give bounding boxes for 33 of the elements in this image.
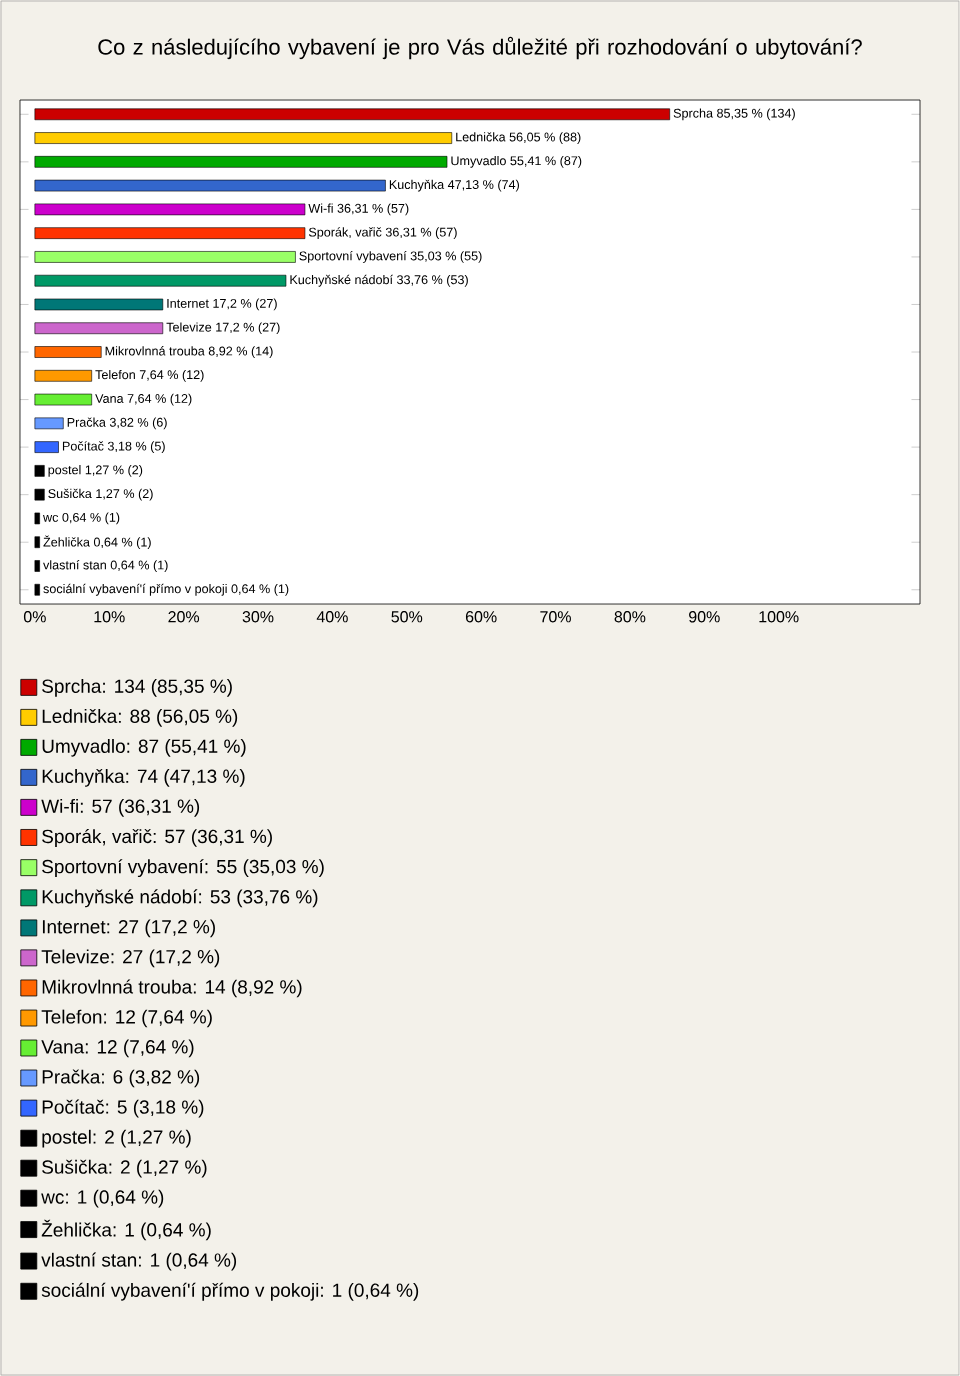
legend-label: Sprcha: 134 (85,35 %): [42, 678, 232, 697]
x-tick-label: 50%: [391, 611, 423, 623]
x-tick-label: 40%: [316, 611, 348, 623]
legend-label: Umyvadlo: 87 (55,41 %): [42, 738, 246, 757]
legend-label: Wi-fi: 57 (36,31 %): [41, 798, 200, 817]
legend-label: Internet: 27 (17,2 %): [42, 919, 215, 938]
x-tick-label: 100%: [759, 611, 799, 623]
chart-title: Co z následujícího vybavení je pro Vás důležité při rozhodování o ubytování?: [98, 36, 862, 60]
legend-label: Telefon: 12 (7,64 %): [41, 1009, 212, 1028]
legend-label: Vana: 12 (7,64 %): [41, 1039, 194, 1058]
legend-label: wc: 1 (0,64 %): [41, 1189, 164, 1208]
legend-label: Lednička: 88 (56,05 %): [42, 708, 238, 727]
legend-label: Sportovní vybavení: 55 (35,03 %): [42, 859, 324, 878]
legend-label: Počítač: 5 (3,18 %): [42, 1099, 204, 1118]
legend-label: Televize: 27 (17,2 %): [41, 949, 220, 968]
legend-label: postel: 2 (1,27 %): [42, 1129, 191, 1148]
legend-label: Žehlička: 1 (0,64 %): [41, 1219, 211, 1241]
x-tick-label: 10%: [94, 611, 125, 623]
x-tick-label: 80%: [614, 611, 646, 623]
x-tick-label: 30%: [242, 611, 274, 623]
legend-label: sociální vybavení'í přímo v pokoji: 1 (0,64 %): [41, 1282, 419, 1301]
legend-label: Sušička: 2 (1,27 %): [42, 1159, 207, 1178]
legend-label: Mikrovlnná trouba: 14 (8,92 %): [42, 979, 302, 998]
legend-label: Kuchyňka: 74 (47,13 %): [42, 768, 245, 787]
legend-label: Kuchyňské nádobí: 53 (33,76 %): [42, 889, 318, 908]
x-tick-label: 90%: [689, 611, 720, 623]
legend-label: vlastní stan: 1 (0,64 %): [41, 1252, 237, 1271]
x-tick-label: 60%: [465, 611, 497, 623]
legend-label: Sporák, vařič: 57 (36,31 %): [42, 828, 272, 847]
x-tick-label: 70%: [540, 611, 571, 623]
x-tick-label: 20%: [168, 611, 200, 623]
legend-label: Pračka: 6 (3,82 %): [42, 1069, 200, 1088]
x-tick-label: 0%: [23, 611, 46, 623]
